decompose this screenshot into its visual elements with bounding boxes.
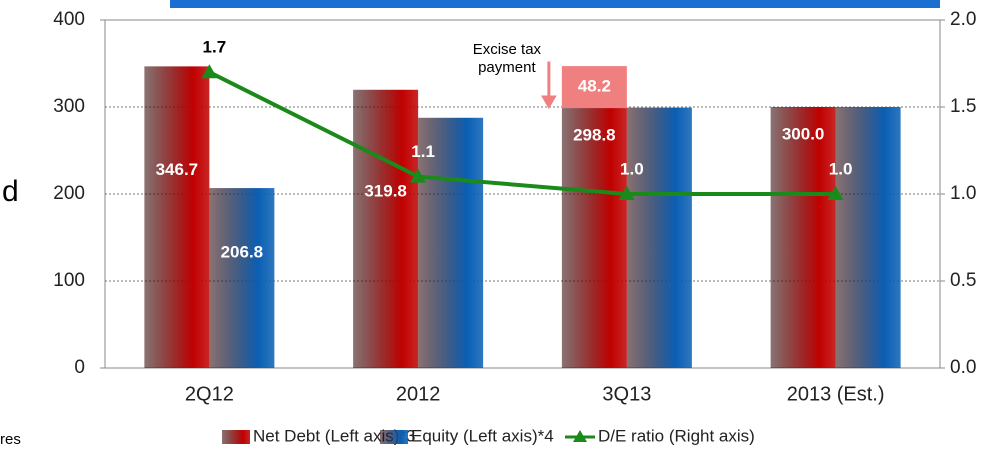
data-label: 48.2 <box>578 77 611 96</box>
cut-text: d <box>2 175 19 208</box>
title-banner <box>170 0 940 8</box>
marker <box>201 64 218 79</box>
legend-swatch <box>573 430 587 442</box>
data-label: 206.8 <box>221 243 264 262</box>
data-label: 298.8 <box>573 126 616 145</box>
x-tick-label: 2013 (Est.) <box>787 383 885 405</box>
x-tick-label: 3Q13 <box>602 383 651 405</box>
y-tick-label: 200 <box>53 183 85 204</box>
data-label: 319.8 <box>364 181 407 200</box>
annotation-arrow <box>541 61 557 109</box>
bar <box>626 107 692 368</box>
data-label: 287.6 <box>429 37 472 56</box>
y2-tick-label: 0.5 <box>950 270 976 291</box>
data-label: 1.7 <box>203 38 227 57</box>
annotation-text: Excise tax <box>473 41 542 58</box>
y2-tick-label: 1.5 <box>950 96 976 117</box>
bar <box>561 108 627 368</box>
bar <box>353 89 419 369</box>
annotation-text: payment <box>478 59 536 76</box>
marker <box>410 168 427 183</box>
data-label: 299.3 <box>638 69 681 88</box>
data-label: 1.1 <box>411 142 435 161</box>
y2-tick-label: 0.0 <box>950 357 976 378</box>
bar <box>770 107 836 368</box>
bar <box>144 66 210 368</box>
bar <box>418 117 484 369</box>
legend-label: D/E ratio (Right axis) <box>598 426 755 445</box>
x-tick-label: 2012 <box>396 383 441 405</box>
marker <box>827 186 844 200</box>
legend-label: Net Debt (Left axis)*3 <box>253 426 416 445</box>
data-label: 300.0 <box>782 124 825 143</box>
line <box>208 70 836 196</box>
data-label: 1.0 <box>620 159 644 178</box>
data-label: 1.0 <box>829 159 853 178</box>
legend-label: Equity (Left axis)*4 <box>411 426 554 445</box>
y2-tick-label: 2.0 <box>950 9 976 30</box>
legend-swatch <box>380 430 408 444</box>
cut-text: res <box>0 431 21 448</box>
y-tick-label: 400 <box>53 9 85 30</box>
x-tick-label: 2Q12 <box>185 383 234 405</box>
marker <box>618 186 635 200</box>
data-label: 300.0 <box>847 44 890 63</box>
excise-segment <box>561 66 627 109</box>
data-label: 346.7 <box>156 160 199 179</box>
y-tick-label: 300 <box>53 96 85 117</box>
y-tick-label: 0 <box>74 357 85 378</box>
y-tick-label: 100 <box>53 270 85 291</box>
y2-tick-label: 1.0 <box>950 183 976 204</box>
legend-swatch <box>222 430 250 444</box>
bar <box>209 188 275 368</box>
bar <box>835 107 901 368</box>
